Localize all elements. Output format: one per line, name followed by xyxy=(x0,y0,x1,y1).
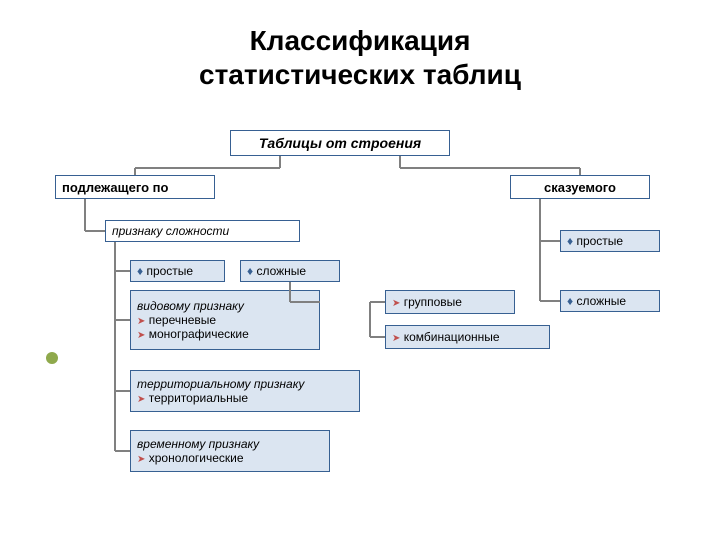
node-vid-label: видовому признаку➤ перечневые➤ монографи… xyxy=(137,299,313,341)
connector-10 xyxy=(115,319,130,321)
node-pred: сказуемого xyxy=(510,175,650,199)
connector-13 xyxy=(289,282,291,302)
node-simple-label: ♦ простые xyxy=(137,264,218,278)
connector-12 xyxy=(115,450,130,452)
connector-5 xyxy=(579,168,581,175)
node-subj-label: подлежащего по xyxy=(62,180,208,195)
connector-17 xyxy=(370,336,385,338)
connector-19 xyxy=(540,240,560,242)
node-complex-label: ♦ сложные xyxy=(247,264,333,278)
diagram-title: Классификация статистических таблиц xyxy=(160,24,560,91)
node-terr-label: территориальному признаку➤ территориальн… xyxy=(137,377,353,405)
node-psimple-label: ♦ простые xyxy=(567,234,653,248)
node-group: ➤ групповые xyxy=(385,290,515,314)
node-root-label: Таблицы от строения xyxy=(237,135,443,151)
connector-7 xyxy=(85,230,105,232)
connector-18 xyxy=(539,199,541,301)
node-combo-label: ➤ комбинационные xyxy=(392,330,543,344)
node-terr: территориальному признаку➤ территориальн… xyxy=(130,370,360,412)
node-compl-label: признаку сложности xyxy=(112,224,293,238)
connector-11 xyxy=(115,390,130,392)
node-vid: видовому признаку➤ перечневые➤ монографи… xyxy=(130,290,320,350)
node-compl: признаку сложности xyxy=(105,220,300,242)
node-pred-label: сказуемого xyxy=(517,180,643,195)
connector-9 xyxy=(115,270,130,272)
node-group-label: ➤ групповые xyxy=(392,295,508,309)
theme-dot-icon xyxy=(46,352,58,364)
node-pcomplex: ♦ сложные xyxy=(560,290,660,312)
connector-6 xyxy=(84,199,86,231)
connector-8 xyxy=(114,242,116,451)
node-simple: ♦ простые xyxy=(130,260,225,282)
connector-14 xyxy=(290,301,320,303)
node-root: Таблицы от строения xyxy=(230,130,450,156)
node-pcomplex-label: ♦ сложные xyxy=(567,294,653,308)
node-complex: ♦ сложные xyxy=(240,260,340,282)
connector-15 xyxy=(370,301,385,303)
connector-20 xyxy=(540,300,560,302)
node-psimple: ♦ простые xyxy=(560,230,660,252)
connector-1 xyxy=(135,167,280,169)
connector-2 xyxy=(134,168,136,175)
node-time-label: временному признаку➤ хронологические xyxy=(137,437,323,465)
node-combo: ➤ комбинационные xyxy=(385,325,550,349)
connector-16 xyxy=(369,302,371,337)
node-time: временному признаку➤ хронологические xyxy=(130,430,330,472)
connector-4 xyxy=(400,167,580,169)
node-subj: подлежащего по xyxy=(55,175,215,199)
